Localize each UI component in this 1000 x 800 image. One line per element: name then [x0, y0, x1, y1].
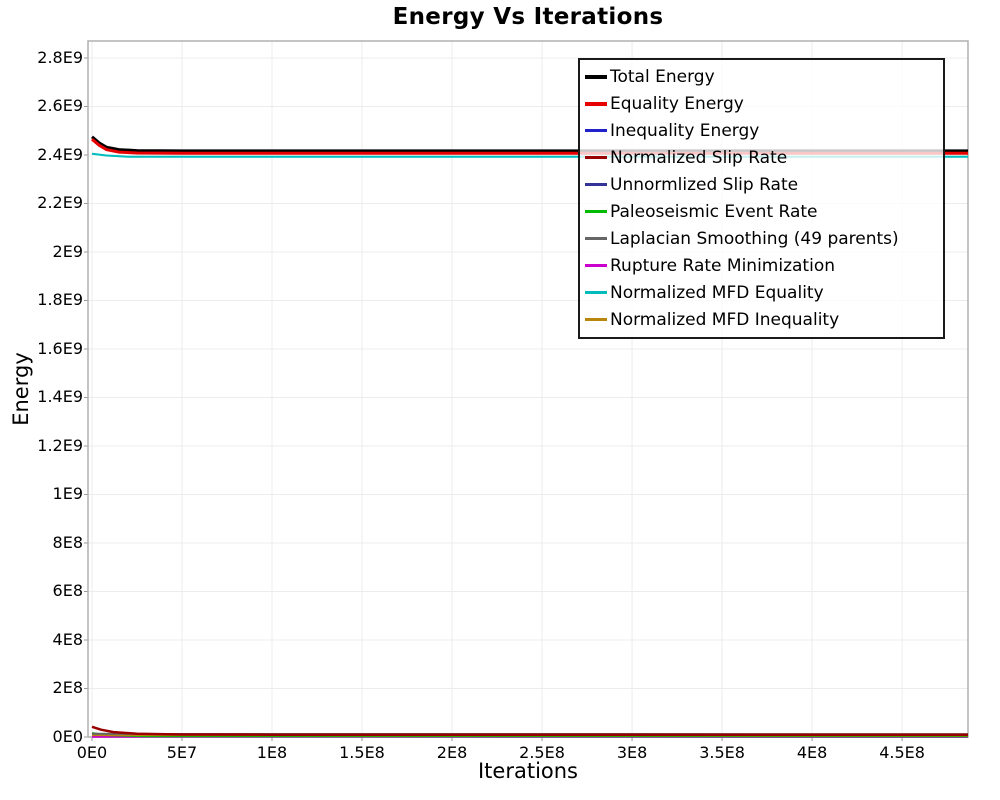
legend-swatch-normalized-slip-rate	[585, 156, 607, 159]
y-tick-label: 2.8E9	[37, 47, 83, 67]
legend-label: Inequality Energy	[610, 120, 760, 141]
y-tick-label: 2.4E9	[37, 144, 83, 164]
y-tick-label: 1.4E9	[37, 387, 83, 407]
legend-item-total-energy: Total Energy	[585, 63, 941, 90]
legend-swatch-paleoseismic-event-rate	[585, 210, 607, 213]
legend-label: Normalized MFD Inequality	[610, 309, 840, 330]
legend-item-inequality-energy: Inequality Energy	[585, 117, 941, 144]
y-tick-label: 6E8	[52, 581, 83, 601]
legend-label: Unnormlized Slip Rate	[610, 174, 799, 195]
y-tick-label: 1.6E9	[37, 338, 83, 358]
series-line-total-energy	[91, 135, 968, 153]
legend-box: Total Energy Equality Energy Inequality En…	[578, 58, 945, 339]
legend-item-equality-energy: Equality Energy	[585, 90, 941, 117]
y-tick-label: 1E9	[52, 484, 83, 504]
legend-swatch-total-energy	[585, 74, 607, 79]
legend-swatch-equality-energy	[585, 101, 607, 106]
x-tick-label: 0E0	[76, 743, 108, 762]
x-tick-label: 5E7	[166, 743, 198, 762]
legend-label: Equality Energy	[610, 93, 744, 114]
legend-item-rupture-rate-minimization: Rupture Rate Minimization	[585, 252, 941, 279]
series-line-equality-energy	[91, 138, 968, 155]
legend-label: Total Energy	[610, 66, 715, 87]
x-tick-label: 1E8	[256, 743, 288, 762]
legend-item-normalized-mfd-inequality: Normalized MFD Inequality	[585, 306, 941, 333]
legend-item-laplacian-smoothing: Laplacian Smoothing (49 parents)	[585, 225, 941, 252]
legend-item-unnormlized-slip-rate: Unnormlized Slip Rate	[585, 171, 941, 198]
series-line-normalized-mfd-equality	[91, 152, 968, 158]
legend-label: Laplacian Smoothing (49 parents)	[610, 228, 899, 249]
legend-swatch-normalized-mfd-equality	[585, 291, 607, 294]
legend-swatch-laplacian-smoothing	[585, 237, 607, 240]
x-tick-label: 1.5E8	[339, 743, 385, 762]
y-tick-label: 0E0	[52, 727, 83, 746]
legend-label: Rupture Rate Minimization	[610, 255, 835, 276]
x-tick-label: 4E8	[796, 743, 828, 762]
x-tick-label: 3.5E8	[699, 743, 745, 762]
y-tick-label: 1.8E9	[37, 290, 83, 310]
legend-label: Normalized MFD Equality	[610, 282, 824, 303]
y-tick-label: 4E8	[52, 629, 83, 649]
legend-swatch-normalized-mfd-inequality	[585, 318, 607, 321]
y-tick-label: 8E8	[52, 532, 83, 552]
legend-swatch-rupture-rate-minimization	[585, 264, 607, 267]
x-tick-label: 4.5E8	[879, 743, 925, 762]
x-axis-title: Iterations	[477, 759, 579, 783]
legend-label: Paleoseismic Event Rate	[610, 201, 818, 222]
legend-swatch-unnormlized-slip-rate	[585, 183, 607, 186]
y-tick-label: 2.2E9	[37, 193, 83, 213]
chart-title: Energy Vs Iterations	[392, 4, 664, 30]
legend-item-normalized-slip-rate: Normalized Slip Rate	[585, 144, 941, 171]
y-tick-label: 1.2E9	[37, 435, 83, 455]
y-tick-label: 2E9	[52, 241, 83, 261]
legend-label: Normalized Slip Rate	[610, 147, 788, 168]
series-line-normalized-slip-rate	[91, 725, 969, 737]
legend-swatch-inequality-energy	[585, 129, 607, 132]
legend-item-normalized-mfd-equality: Normalized MFD Equality	[585, 279, 941, 306]
y-tick-label: 2E8	[52, 678, 83, 698]
x-tick-label: 2.5E8	[519, 743, 565, 762]
legend-item-paleoseismic-event-rate: Paleoseismic Event Rate	[585, 198, 941, 225]
y-tick-label: 2.6E9	[37, 96, 83, 116]
x-tick-label: 3E8	[616, 743, 648, 762]
x-tick-label: 2E8	[436, 743, 468, 762]
